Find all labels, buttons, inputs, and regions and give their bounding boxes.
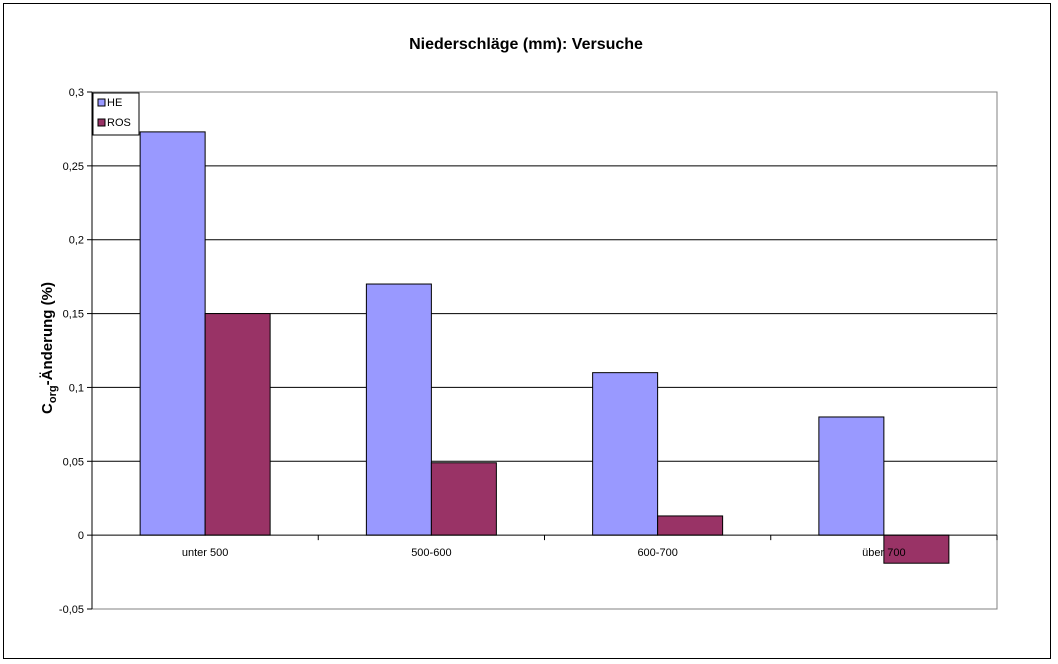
- bar-ros: [657, 515, 724, 536]
- bar-he: [365, 283, 432, 536]
- bar-ros: [204, 313, 271, 536]
- y-tick-label: 0,1: [69, 382, 84, 394]
- y-tick-label: -0,05: [59, 604, 84, 616]
- bar-he: [818, 416, 885, 536]
- bars: [139, 131, 950, 564]
- gridlines: [91, 91, 998, 610]
- bar-ros: [430, 462, 497, 536]
- y-tick-label: 0,15: [63, 309, 84, 321]
- bar-he: [592, 372, 659, 536]
- legend-label-ros: ROS: [107, 117, 131, 129]
- chart-title: Niederschläge (mm): Versuche: [409, 36, 643, 53]
- x-tick-label: 500-600: [411, 547, 451, 559]
- axes: -0,05 0 0,05 0,1 0,15 0,2 0,25 0,3 unter 500 500-…: [59, 87, 998, 616]
- legend-swatch-he: [97, 98, 106, 107]
- y-tick-label: 0,2: [69, 235, 84, 247]
- y-tick-label: 0: [78, 530, 84, 542]
- y-tick-label: 0,05: [63, 456, 84, 468]
- y-axis-label-subscript: org: [47, 385, 59, 403]
- y-tick-label: 0,25: [63, 161, 84, 173]
- legend-label-he: HE: [107, 97, 122, 109]
- bar-ros: [883, 534, 950, 564]
- legend: HE ROS: [92, 92, 140, 136]
- y-axis-label-main: C: [39, 403, 56, 414]
- x-tick-label: über 700: [862, 547, 905, 559]
- y-axis-label: Corg-Änderung (%): [39, 282, 59, 414]
- x-tick-label: 600-700: [637, 547, 677, 559]
- y-tick-label: 0,3: [69, 87, 84, 99]
- x-tick-label: unter 500: [182, 547, 228, 559]
- legend-swatch-ros: [97, 118, 106, 127]
- y-axis-label-rest: -Änderung (%): [39, 282, 56, 385]
- bar-he: [139, 131, 206, 536]
- chart-frame: [3, 3, 1051, 659]
